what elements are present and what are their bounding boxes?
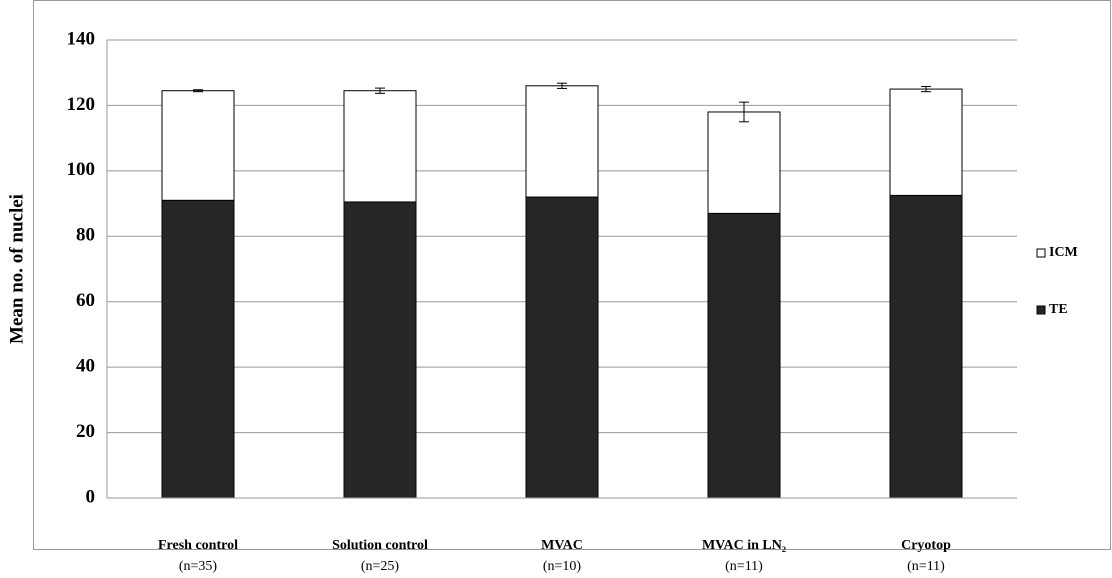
x-tick-label: Solution control — [332, 538, 428, 553]
y-axis-label: Mean no. of nuclei — [6, 194, 27, 344]
y-tick-label: 140 — [67, 28, 96, 49]
x-tick-label: Cryotop — [901, 538, 951, 553]
x-tick-sublabel: (n=10) — [543, 559, 582, 574]
y-tick-label: 0 — [86, 486, 96, 507]
bar-segment — [708, 213, 780, 498]
chart: Mean no. of nuclei 0 20 40 60 80 100 120 140 Fre… — [0, 0, 1112, 578]
y-tick-label: 100 — [67, 159, 96, 180]
bar-segment — [162, 91, 234, 201]
y-tick-label: 80 — [76, 225, 95, 246]
x-tick-label: Fresh control — [158, 538, 238, 553]
y-tick-label: 20 — [76, 421, 95, 442]
legend-label: ICM — [1049, 245, 1078, 260]
x-tick-sublabel: (n=25) — [361, 559, 400, 574]
y-tick-label: 120 — [67, 94, 96, 115]
bar-segment — [344, 91, 416, 202]
legend-swatch — [1037, 249, 1045, 257]
bar-segment — [890, 195, 962, 498]
bar-segment — [708, 112, 780, 213]
x-tick-sublabel: (n=11) — [725, 559, 763, 574]
y-tick-label: 60 — [76, 290, 95, 311]
y-tick-label: 40 — [76, 356, 95, 377]
legend-label: TE — [1049, 302, 1068, 317]
bar-segment — [526, 86, 598, 197]
bar-segment — [890, 89, 962, 195]
bar-segment — [526, 197, 598, 498]
bar-segment — [344, 202, 416, 498]
x-tick-sublabel: (n=35) — [179, 559, 218, 574]
x-tick-label: MVAC — [541, 538, 583, 553]
bar-segment — [162, 200, 234, 498]
x-tick-label: MVAC in LN₂ — [702, 538, 786, 553]
legend-swatch — [1037, 306, 1045, 314]
x-tick-sublabel: (n=11) — [907, 559, 945, 574]
